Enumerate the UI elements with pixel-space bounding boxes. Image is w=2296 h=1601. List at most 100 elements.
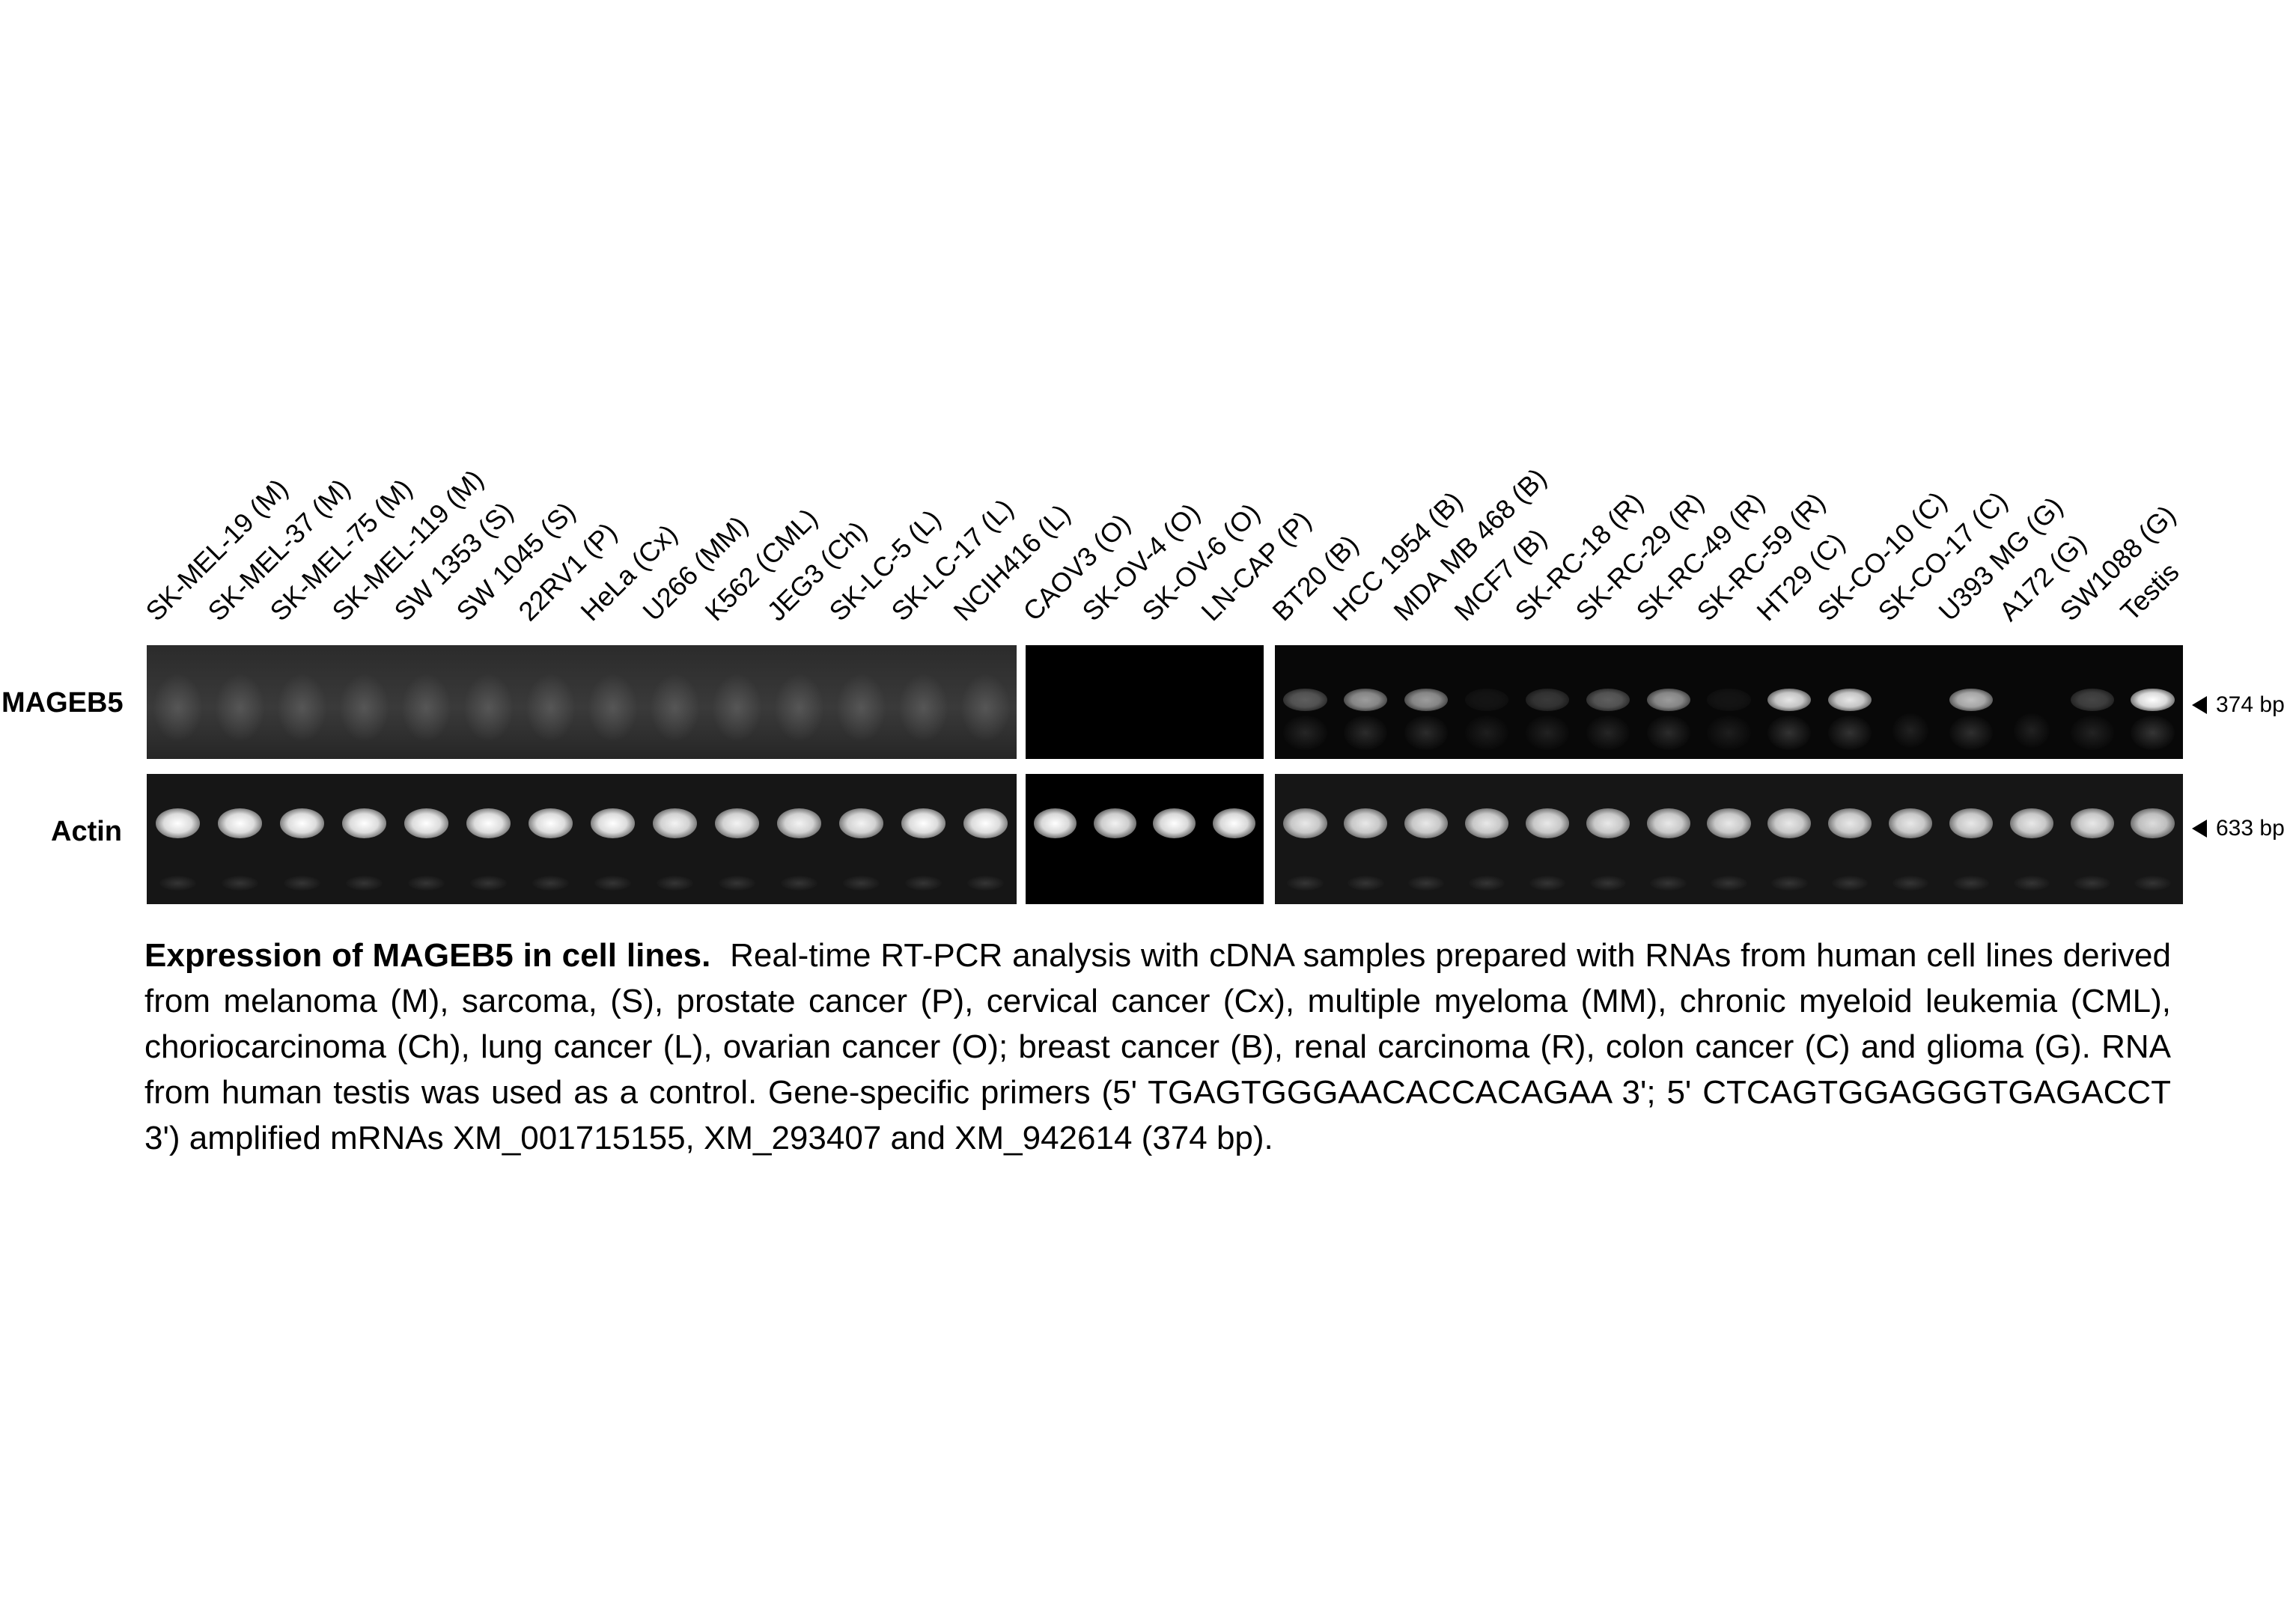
row-label-mageb5: MAGEB5	[1, 687, 124, 719]
size-marker-374: 374 bp	[2192, 693, 2285, 716]
band-actin	[466, 808, 511, 839]
band-actin	[2131, 808, 2175, 839]
band-actin	[1586, 808, 1630, 839]
band-actin	[2009, 808, 2053, 839]
lane-smear	[1767, 716, 1812, 750]
band-actin	[1034, 808, 1077, 839]
size-marker-label: 374 bp	[2216, 692, 2285, 718]
size-marker-label: 633 bp	[2216, 816, 2285, 841]
lane-smear	[836, 674, 886, 742]
band-actin	[652, 808, 698, 839]
band-mageb5	[2131, 688, 2175, 711]
faint-band-actin	[1831, 875, 1869, 891]
faint-band-actin	[2134, 875, 2171, 891]
band-mageb5	[1586, 688, 1630, 711]
gel-panel-actin-2	[1026, 774, 1264, 904]
band-mageb5	[1707, 688, 1751, 711]
band-actin	[155, 808, 201, 839]
lane-smear	[2070, 716, 2114, 750]
faint-band-actin	[283, 875, 321, 891]
faint-band-actin	[1529, 875, 1566, 891]
band-actin	[1525, 808, 1569, 839]
faint-band-actin	[1650, 875, 1687, 891]
faint-band-actin	[1407, 875, 1445, 891]
band-mageb5	[1283, 688, 1327, 711]
band-actin	[1344, 808, 1388, 839]
faint-band-actin	[656, 875, 694, 891]
lane-smear	[650, 674, 700, 742]
faint-band-actin	[1348, 875, 1384, 891]
band-actin	[590, 808, 636, 839]
lane-smear	[401, 674, 451, 742]
faint-band-actin	[159, 875, 197, 891]
faint-band-actin	[1287, 875, 1324, 891]
band-mageb5	[1767, 688, 1812, 711]
lane-smear	[526, 674, 576, 742]
band-mageb5	[1404, 688, 1449, 711]
faint-band-actin	[407, 875, 445, 891]
faint-band-actin	[904, 875, 943, 891]
row-label-actin: Actin	[51, 816, 122, 847]
band-actin	[1949, 808, 1994, 839]
band-mageb5	[1828, 688, 1872, 711]
band-actin	[1404, 808, 1449, 839]
lane-smear	[1828, 716, 1872, 750]
lane-smear	[215, 674, 265, 742]
lane-smear	[1707, 716, 1751, 750]
lane-smear	[1646, 716, 1690, 750]
band-actin	[1888, 808, 1933, 839]
gel-panel-mageb5-1	[147, 645, 1017, 759]
faint-band-actin	[1468, 875, 1505, 891]
band-actin	[1283, 808, 1327, 839]
lane-smear	[588, 674, 638, 742]
band-actin	[217, 808, 263, 839]
band-actin	[838, 808, 884, 839]
lane-smear	[463, 674, 514, 742]
marker-arrow-icon	[2192, 696, 2207, 715]
lane-smear	[1949, 716, 1994, 750]
lane-smear	[1464, 716, 1509, 750]
faint-band-actin	[966, 875, 1005, 891]
faint-band-actin	[221, 875, 259, 891]
faint-band-actin	[2013, 875, 2050, 891]
lane-smear	[712, 674, 762, 742]
band-actin	[901, 808, 946, 839]
lane-smear	[277, 674, 327, 742]
gel-panel-mageb5-2	[1026, 645, 1264, 759]
band-mageb5	[2070, 688, 2114, 711]
gel-panel-actin-1	[147, 774, 1017, 904]
band-actin	[963, 808, 1008, 839]
faint-band-actin	[842, 875, 880, 891]
band-actin	[1093, 808, 1136, 839]
lane-smear	[1283, 716, 1327, 750]
faint-band-actin	[718, 875, 756, 891]
band-mageb5	[1949, 688, 1994, 711]
lane-smear	[1404, 716, 1449, 750]
faint-band-actin	[345, 875, 383, 891]
faint-band-actin	[1892, 875, 1929, 891]
band-actin	[1212, 808, 1255, 839]
faint-band-actin	[2074, 875, 2110, 891]
lane-smear	[960, 674, 1011, 742]
band-actin	[1707, 808, 1751, 839]
lane-smear	[898, 674, 948, 742]
caption-body: Real-time RT-PCR analysis with cDNA samp…	[144, 937, 2171, 1156]
faint-band-actin	[1711, 875, 1747, 891]
band-actin	[2070, 808, 2114, 839]
lane-smear	[774, 674, 824, 742]
band-actin	[1646, 808, 1690, 839]
figure-caption: Expression of MAGEB5 in cell lines. Real…	[144, 933, 2171, 1161]
band-actin	[1767, 808, 1812, 839]
band-mageb5	[1525, 688, 1569, 711]
lane-smear	[1344, 716, 1388, 750]
faint-band-actin	[1952, 875, 1990, 891]
lane-smear	[339, 674, 389, 742]
lane-smear	[2013, 713, 2050, 748]
lane-smear	[1586, 716, 1630, 750]
gel-panel-mageb5-3	[1275, 645, 2183, 759]
gel-panel-actin-3	[1275, 774, 2183, 904]
band-actin	[1828, 808, 1872, 839]
marker-arrow-icon	[2192, 820, 2207, 838]
lane-smear	[2131, 716, 2175, 750]
